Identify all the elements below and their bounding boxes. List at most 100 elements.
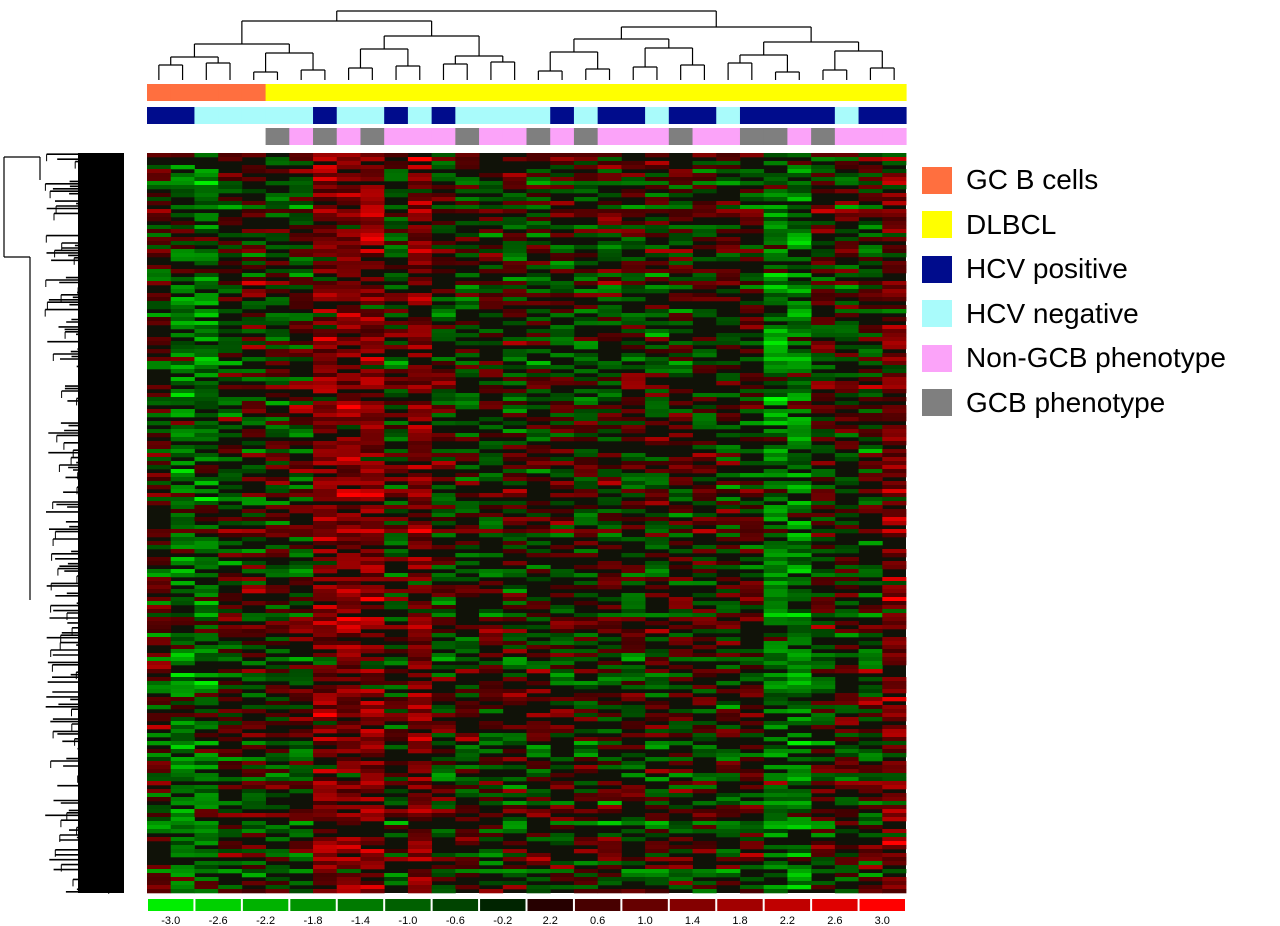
heatmap-cell xyxy=(431,317,456,322)
heatmap-cell xyxy=(313,421,338,426)
heatmap-cell xyxy=(289,325,314,330)
heatmap-cell xyxy=(170,677,195,682)
heatmap-cell xyxy=(431,593,456,598)
heatmap-cell xyxy=(147,245,172,250)
heatmap-cell xyxy=(882,553,907,558)
heatmap-cell xyxy=(336,821,361,826)
heatmap-cell xyxy=(289,213,314,218)
heatmap-cell xyxy=(811,513,836,518)
heatmap-cell xyxy=(241,577,266,582)
heatmap-cell xyxy=(526,213,551,218)
heatmap-cell xyxy=(336,209,361,214)
heatmap-cell xyxy=(289,397,314,402)
heatmap-cell xyxy=(360,885,385,890)
heatmap-cell xyxy=(763,809,788,814)
heatmap-cell xyxy=(834,857,859,862)
heatmap-cell xyxy=(289,537,314,542)
heatmap-cell xyxy=(597,277,622,282)
heatmap-cell xyxy=(763,805,788,810)
heatmap-cell xyxy=(360,521,385,526)
heatmap-cell xyxy=(597,737,622,742)
heatmap-cell xyxy=(431,769,456,774)
heatmap-cell xyxy=(550,337,575,342)
heatmap-cell xyxy=(882,749,907,754)
heatmap-cell xyxy=(147,809,172,814)
heatmap-cell xyxy=(289,753,314,758)
heatmap-cell xyxy=(384,577,409,582)
heatmap-cell xyxy=(882,677,907,682)
heatmap-cell xyxy=(621,509,646,514)
heatmap-cell xyxy=(265,641,290,646)
heatmap-cell xyxy=(194,277,219,282)
heatmap-cell xyxy=(668,345,693,350)
heatmap-cell xyxy=(407,605,433,610)
heatmap-cell xyxy=(218,409,243,414)
heatmap-cell xyxy=(431,605,456,610)
heatmap-cell xyxy=(811,809,836,814)
heatmap-cell xyxy=(573,197,599,202)
heatmap-cell xyxy=(811,757,836,762)
heatmap-cell xyxy=(384,873,409,878)
heatmap-cell xyxy=(882,345,907,350)
heatmap-cell xyxy=(407,781,433,786)
heatmap-cell xyxy=(407,429,433,434)
heatmap-cell xyxy=(147,461,172,466)
heatmap-cell xyxy=(360,669,385,674)
heatmap-cell xyxy=(787,441,812,446)
heatmap-cell xyxy=(668,441,693,446)
heatmap-cell xyxy=(147,465,172,470)
heatmap-cell xyxy=(218,369,243,374)
heatmap-cell xyxy=(313,297,338,302)
heatmap-cell xyxy=(336,489,361,494)
heatmap-cell xyxy=(147,241,172,246)
heatmap-cell xyxy=(218,417,243,422)
heatmap-cell xyxy=(289,405,314,410)
heatmap-cell xyxy=(431,761,456,766)
heatmap-cell xyxy=(336,453,361,458)
heatmap-cell xyxy=(265,329,290,334)
heatmap-cell xyxy=(573,473,599,478)
heatmap-cell xyxy=(194,549,219,554)
heatmap-cell xyxy=(858,437,883,442)
heatmap-cell xyxy=(668,209,693,214)
heatmap-cell xyxy=(218,173,243,178)
heatmap-cell xyxy=(170,681,195,686)
heatmap-cell xyxy=(526,525,551,530)
heatmap-cell xyxy=(170,845,195,850)
heatmap-cell xyxy=(645,205,670,210)
heatmap-cell xyxy=(407,473,433,478)
heatmap-cell xyxy=(502,185,527,190)
heatmap-cell xyxy=(147,661,172,666)
heatmap-cell xyxy=(645,365,670,370)
heatmap-cell xyxy=(194,261,219,266)
heatmap-cell xyxy=(882,885,907,890)
heatmap-cell xyxy=(289,733,314,738)
heatmap-cell xyxy=(384,273,409,278)
heatmap-cell xyxy=(289,829,314,834)
heatmap-cell xyxy=(313,721,338,726)
heatmap-cell xyxy=(882,709,907,714)
heatmap-cell xyxy=(313,441,338,446)
heatmap-cell xyxy=(597,389,622,394)
heatmap-cell xyxy=(692,737,717,742)
heatmap-cell xyxy=(858,769,883,774)
heatmap-cell xyxy=(147,365,172,370)
heatmap-cell xyxy=(787,637,812,642)
heatmap-cell xyxy=(289,657,314,662)
heatmap-cell xyxy=(360,277,385,282)
heatmap-cell xyxy=(787,221,812,226)
heatmap-cell xyxy=(739,733,765,738)
heatmap-cell xyxy=(787,393,812,398)
heatmap-cell xyxy=(668,317,693,322)
heatmap-cell xyxy=(668,329,693,334)
heatmap-cell xyxy=(360,329,385,334)
annotation-hcv-status-cell xyxy=(170,107,196,124)
annotation-hcv-status-cell xyxy=(289,107,314,124)
heatmap-cell xyxy=(431,589,456,594)
heatmap-cell xyxy=(336,233,361,238)
heatmap-cell xyxy=(384,177,409,182)
heatmap-cell xyxy=(692,281,717,286)
heatmap-cell xyxy=(170,689,195,694)
heatmap-cell xyxy=(668,729,693,734)
heatmap-cell xyxy=(407,409,433,414)
